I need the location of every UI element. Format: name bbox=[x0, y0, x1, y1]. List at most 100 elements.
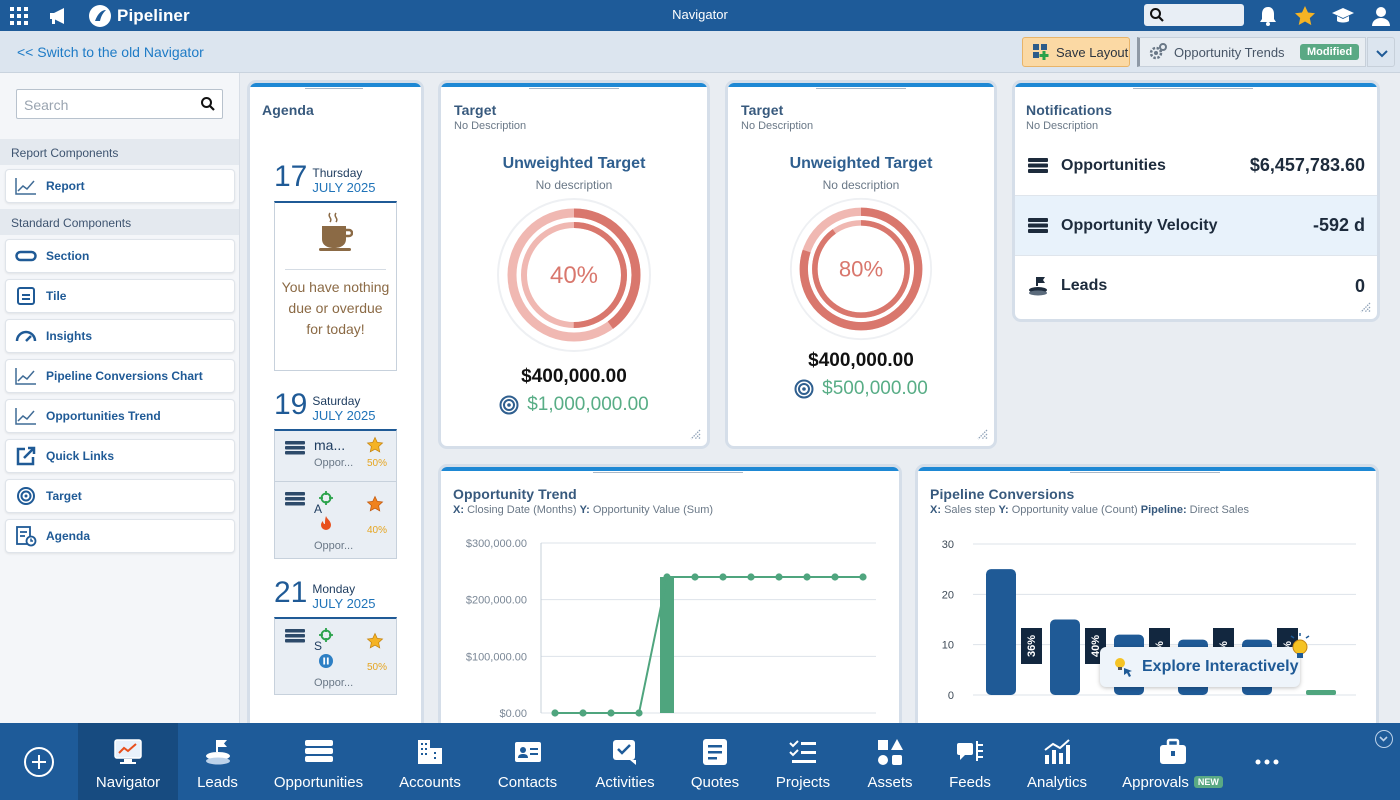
save-layout-button[interactable]: Save Layout bbox=[1022, 37, 1130, 67]
component-opportunities-trend[interactable]: Opportunities Trend bbox=[5, 399, 235, 433]
trend-point bbox=[747, 573, 755, 581]
nav-item-assets[interactable]: Assets bbox=[840, 723, 940, 800]
resize-handle-icon[interactable] bbox=[689, 428, 701, 440]
nav-item-feeds[interactable]: Feeds bbox=[930, 723, 1010, 800]
component-report[interactable]: Report bbox=[5, 169, 235, 203]
ring-percent-label: 80% bbox=[839, 256, 883, 281]
graduation-cap-icon[interactable] bbox=[1331, 4, 1355, 28]
bell-icon[interactable] bbox=[1256, 4, 1280, 28]
y-tick-label: 10 bbox=[942, 640, 954, 652]
feeds-icon bbox=[955, 737, 985, 767]
switch-old-navigator-link[interactable]: << Switch to the old Navigator bbox=[17, 44, 204, 60]
conversion-bar bbox=[986, 569, 1016, 695]
trend-point bbox=[719, 573, 727, 581]
nav-item-label: Navigator bbox=[96, 774, 160, 791]
nav-item-label: Analytics bbox=[1027, 774, 1087, 791]
leads-icon bbox=[1015, 276, 1061, 296]
ring-progress bbox=[507, 208, 641, 342]
section-header-report: Report Components bbox=[0, 139, 239, 165]
crosshair-icon bbox=[319, 628, 333, 642]
nav-label-text: Activities bbox=[595, 774, 655, 791]
nav-label-text: Analytics bbox=[1026, 774, 1088, 791]
chevron-down-icon bbox=[1379, 736, 1388, 742]
add-button[interactable] bbox=[24, 747, 54, 777]
agenda-day: 17 Thursday JULY 2025 bbox=[274, 160, 376, 196]
agenda-item[interactable]: A Oppor... 40% bbox=[275, 482, 396, 559]
nav-item-opportunities[interactable]: Opportunities bbox=[257, 723, 380, 800]
agenda-day: 19 Saturday JULY 2025 bbox=[274, 388, 376, 424]
ring-percent-label: 40% bbox=[550, 262, 598, 289]
nav-label-text: Approvals bbox=[1122, 774, 1189, 791]
user-icon[interactable] bbox=[1369, 4, 1393, 28]
drag-handle[interactable] bbox=[1070, 472, 1220, 473]
view-dropdown-button[interactable] bbox=[1367, 37, 1395, 67]
component-tile[interactable]: Tile bbox=[5, 279, 235, 313]
star-icon[interactable] bbox=[1293, 4, 1317, 28]
target-achieved-value: $400,000.00 bbox=[808, 350, 914, 371]
agenda-card: Agenda 17 Thursday JULY 2025 You have not… bbox=[250, 83, 421, 733]
drag-handle[interactable] bbox=[305, 88, 363, 89]
collapse-nav-button[interactable] bbox=[1375, 730, 1393, 748]
component-quick-links[interactable]: Quick Links bbox=[5, 439, 235, 473]
nav-item-approvals[interactable]: Approvals NEW bbox=[1105, 723, 1240, 800]
component-insights[interactable]: Insights bbox=[5, 319, 235, 353]
nav-item-label: Quotes bbox=[691, 774, 739, 791]
y-tick-label: $200,000.00 bbox=[466, 595, 527, 607]
line-chart-icon bbox=[6, 407, 46, 425]
resize-handle-icon[interactable] bbox=[976, 428, 988, 440]
target-achieved-value: $400,000.00 bbox=[521, 366, 627, 387]
section-icon bbox=[6, 249, 46, 263]
lightbulb-cursor-icon bbox=[1115, 658, 1132, 677]
nav-item-label: Feeds bbox=[949, 774, 991, 791]
nav-item-projects[interactable]: Projects bbox=[760, 723, 846, 800]
ring-progress bbox=[812, 220, 910, 318]
notification-row-leads[interactable]: Leads 0 bbox=[1015, 256, 1377, 316]
y-tick-label: $300,000.00 bbox=[466, 538, 527, 550]
component-section[interactable]: Section bbox=[5, 239, 235, 273]
star-icon bbox=[366, 495, 384, 512]
pipeline-conversions-chart[interactable]: 30 20 10 0 36% 40%%%% bbox=[918, 527, 1376, 737]
more-button[interactable] bbox=[1254, 757, 1280, 767]
global-search-input[interactable] bbox=[1144, 4, 1244, 26]
brand-logo[interactable]: Pipeliner bbox=[88, 4, 190, 28]
layout-add-icon bbox=[1033, 44, 1049, 60]
drag-handle[interactable] bbox=[593, 472, 743, 473]
drag-handle[interactable] bbox=[1133, 88, 1253, 89]
nav-label-text: Quotes bbox=[690, 774, 740, 791]
agenda-item[interactable]: ma... Oppor... 50% bbox=[275, 431, 396, 482]
nav-item-label: Activities bbox=[595, 774, 654, 791]
component-agenda[interactable]: Agenda bbox=[5, 519, 235, 553]
nav-item-contacts[interactable]: Contacts bbox=[480, 723, 575, 800]
analytics-icon bbox=[1042, 737, 1072, 767]
explore-interactively-button[interactable]: Explore Interactively bbox=[1100, 647, 1300, 687]
apps-grid-icon[interactable] bbox=[8, 5, 30, 27]
pipeline-conversions-card: Pipeline Conversions X: Sales step Y: Op… bbox=[918, 467, 1376, 737]
plus-icon bbox=[32, 755, 46, 769]
resize-handle-icon[interactable] bbox=[1359, 301, 1371, 313]
drag-handle[interactable] bbox=[816, 88, 906, 89]
target-icon bbox=[6, 486, 46, 506]
nav-item-navigator[interactable]: Navigator bbox=[78, 723, 178, 800]
nav-item-activities[interactable]: Activities bbox=[575, 723, 675, 800]
megaphone-icon[interactable] bbox=[47, 5, 69, 27]
approvals-icon bbox=[1158, 737, 1188, 767]
agenda-item[interactable]: S Oppor... 50% bbox=[275, 619, 396, 695]
nav-label-text: Contacts bbox=[497, 774, 558, 791]
nav-item-accounts[interactable]: Accounts bbox=[380, 723, 480, 800]
component-pipeline-conversions-chart[interactable]: Pipeline Conversions Chart bbox=[5, 359, 235, 393]
line-chart-icon bbox=[6, 177, 46, 195]
nav-item-analytics[interactable]: Analytics bbox=[1010, 723, 1104, 800]
notification-row-opportunities[interactable]: Opportunities $6,457,783.60 bbox=[1015, 136, 1377, 196]
drag-handle[interactable] bbox=[529, 88, 619, 89]
nav-label-text: Navigator bbox=[95, 774, 161, 791]
trend-title: Opportunity Trend bbox=[453, 486, 577, 502]
opportunity-trend-chart[interactable]: $300,000.00 $200,000.00 $100,000.00 $0.00 bbox=[441, 527, 899, 737]
notification-row-velocity[interactable]: Opportunity Velocity -592 d bbox=[1015, 196, 1377, 256]
target-goal: $500,000.00 bbox=[728, 378, 994, 400]
lightbulb-icon bbox=[1290, 633, 1310, 658]
component-search-input[interactable]: Search bbox=[16, 89, 223, 119]
component-target[interactable]: Target bbox=[5, 479, 235, 513]
star-icon bbox=[366, 436, 384, 453]
nav-item-leads[interactable]: Leads bbox=[178, 723, 257, 800]
nav-item-quotes[interactable]: Quotes bbox=[670, 723, 760, 800]
